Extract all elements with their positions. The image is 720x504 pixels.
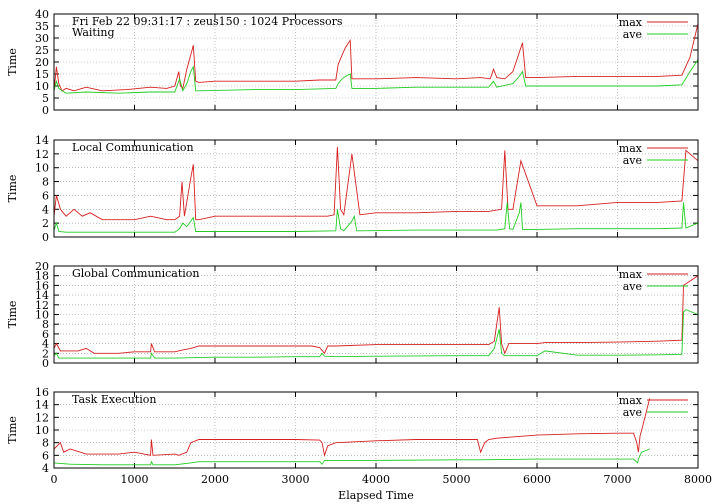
chart-3-title: Task Execution <box>72 393 156 406</box>
chart-0-subtitle: Waiting <box>72 26 115 39</box>
chart-2-ytick-label-4: 8 <box>42 318 49 331</box>
chart-1-title: Local Communication <box>72 141 194 154</box>
chart-2-ytick-label-1: 2 <box>42 347 49 360</box>
chart-3-ytick-label-3: 10 <box>35 424 49 437</box>
chart-0-legend-label-ave: ave <box>623 28 642 41</box>
chart-3-legend-label-max: max <box>619 394 643 407</box>
chart-1-ytick-label-5: 10 <box>35 162 49 175</box>
chart-1-ytick-label-1: 2 <box>42 217 49 230</box>
chart-2-y-axis-label: Time <box>6 301 19 329</box>
chart-2-legend-label-max: max <box>619 268 643 281</box>
chart-0-y-axis-label: Time <box>6 48 19 76</box>
chart-1-legend-label-max: max <box>619 142 643 155</box>
chart-3-xtick-label-8: 8000 <box>684 473 712 486</box>
chart-3-series-ave-line <box>53 448 650 466</box>
chart-0-title: Fri Feb 22 09:31:17 : zeus150 : 1024 Pro… <box>72 15 343 28</box>
chart-0-ytick-label-7: 35 <box>35 20 49 33</box>
chart-0-ytick-label-4: 20 <box>35 56 49 69</box>
chart-0-series-ave-line <box>53 59 699 94</box>
chart-3-legend-label-ave: ave <box>623 406 642 419</box>
chart-3-xtick-label-1: 1000 <box>121 473 149 486</box>
chart-3-y-axis-label: Time <box>6 416 19 444</box>
chart-1-y-axis-label: Time <box>6 175 19 203</box>
chart-2-ytick-label-8: 16 <box>35 279 49 292</box>
chart-2-series-ave-line <box>53 309 699 359</box>
chart-2-ytick-label-2: 4 <box>42 338 49 351</box>
chart-1-ytick-label-6: 12 <box>35 148 49 161</box>
chart-3-plot-frame <box>53 391 699 469</box>
chart-0-plot-frame <box>53 13 699 111</box>
chart-3-xtick-label-6: 6000 <box>523 473 551 486</box>
chart-3-xtick-label-7: 7000 <box>604 473 632 486</box>
chart-0-ytick-label-8: 40 <box>35 8 49 21</box>
chart-1-ytick-label-3: 6 <box>42 189 49 202</box>
chart-3-xtick-label-4: 4000 <box>362 473 390 486</box>
chart-1-ytick-label-7: 14 <box>35 134 49 147</box>
chart-2-ytick-label-9: 18 <box>35 270 49 283</box>
chart-3-ytick-label-4: 12 <box>35 411 49 424</box>
chart-3-ytick-label-6: 16 <box>35 386 49 399</box>
chart-3-ytick-label-2: 8 <box>42 437 49 450</box>
chart-1-plot-frame <box>53 139 699 238</box>
chart-0-series-max-line <box>53 23 699 92</box>
chart-0-ytick-label-3: 15 <box>35 68 49 81</box>
chart-2-title: Global Communication <box>72 267 200 280</box>
x-axis-label: Elapsed Time <box>338 489 414 502</box>
chart-0-ytick-label-1: 5 <box>42 92 49 105</box>
chart-2-legend-label-ave: ave <box>623 280 642 293</box>
chart-3-ytick-label-1: 6 <box>42 449 49 462</box>
chart-1-ytick-label-0: 0 <box>42 231 49 244</box>
chart-2-ytick-label-7: 14 <box>35 289 49 302</box>
chart-0-ytick-label-6: 30 <box>35 32 49 45</box>
chart-1-ytick-label-4: 8 <box>42 176 49 189</box>
chart-1-series-max-line <box>53 146 699 221</box>
chart-0-ytick-label-5: 25 <box>35 44 49 57</box>
chart-2-ytick-label-6: 12 <box>35 299 49 312</box>
chart-3-xtick-label-0: 0 <box>51 473 58 486</box>
chart-3-xtick-label-2: 2000 <box>201 473 229 486</box>
chart-3-xtick-label-5: 5000 <box>443 473 471 486</box>
chart-0-ytick-label-2: 10 <box>35 80 49 93</box>
chart-3-series-max-line <box>53 398 651 458</box>
chart-1-series-ave-line <box>53 202 699 233</box>
chart-1-legend-label-ave: ave <box>623 154 642 167</box>
chart-2-ytick-label-3: 6 <box>42 328 49 341</box>
chart-2-ytick-label-10: 20 <box>35 260 49 273</box>
chart-3-ytick-label-5: 14 <box>35 399 49 412</box>
chart-3-xtick-label-3: 3000 <box>282 473 310 486</box>
chart-0-legend-label-max: max <box>619 16 643 29</box>
chart-1-ytick-label-2: 4 <box>42 203 49 216</box>
chart-2-series-max-line <box>53 275 699 355</box>
chart-2-plot-frame <box>53 265 699 364</box>
chart-3-ytick-label-0: 4 <box>42 462 49 475</box>
chart-2-ytick-label-5: 10 <box>35 309 49 322</box>
chart-0-ytick-label-0: 0 <box>42 104 49 117</box>
chart-2-ytick-label-0: 0 <box>42 357 49 370</box>
